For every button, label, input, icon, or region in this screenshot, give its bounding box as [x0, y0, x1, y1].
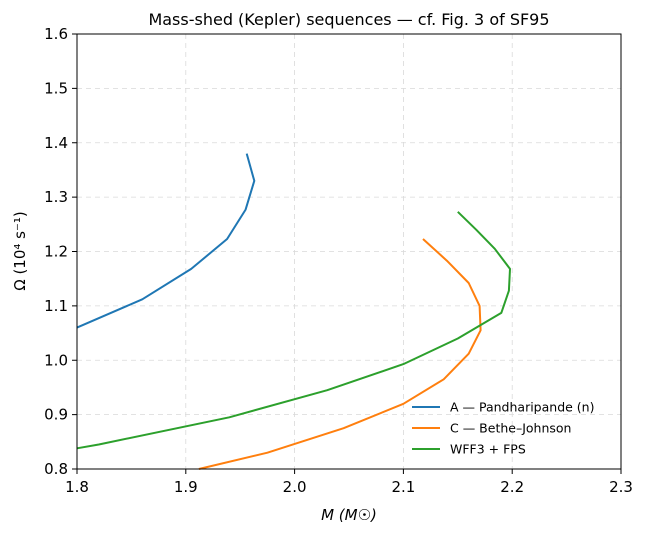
x-tick-label: 2.3 [609, 478, 633, 496]
y-tick-label: 0.8 [44, 460, 68, 478]
y-axis-label: Ω (10⁴ s⁻¹) [11, 211, 29, 291]
y-tick-label: 1.5 [44, 79, 68, 97]
y-tick-label: 1.0 [44, 351, 68, 369]
x-ticks: 1.8 1.9 2.0 2.1 2.2 2.3 [65, 469, 633, 496]
x-tick-label: 2.0 [283, 478, 307, 496]
series-lines [76, 153, 511, 470]
legend-label-1: A — Pandharipande (n) [450, 400, 594, 415]
y-tick-label: 1.2 [44, 243, 68, 261]
y-tick-label: 1.3 [44, 188, 68, 206]
y-tick-label: 1.4 [44, 134, 68, 152]
chart-title: Mass-shed (Kepler) sequences — cf. Fig. … [148, 10, 549, 29]
legend-label-3: WFF3 + FPS [450, 442, 526, 457]
x-tick-label: 2.2 [500, 478, 524, 496]
y-tick-label: 1.1 [44, 297, 68, 315]
legend: A — Pandharipande (n) C — Bethe–Johnson WF… [412, 400, 594, 457]
legend-label-2: C — Bethe–Johnson [450, 421, 571, 436]
x-tick-label: 1.8 [65, 478, 89, 496]
y-ticks: 0.8 0.9 1.0 1.1 1.2 1.3 1.4 1.5 1.6 [44, 25, 77, 478]
series-line-2 [198, 238, 482, 470]
y-tick-label: 1.6 [44, 25, 68, 43]
series-line-3 [76, 211, 511, 450]
x-axis-label: M (M☉) [321, 506, 377, 524]
series-line-1 [76, 153, 256, 329]
y-tick-label: 0.9 [44, 406, 68, 424]
x-tick-label: 1.9 [174, 478, 198, 496]
x-tick-label: 2.1 [391, 478, 415, 496]
